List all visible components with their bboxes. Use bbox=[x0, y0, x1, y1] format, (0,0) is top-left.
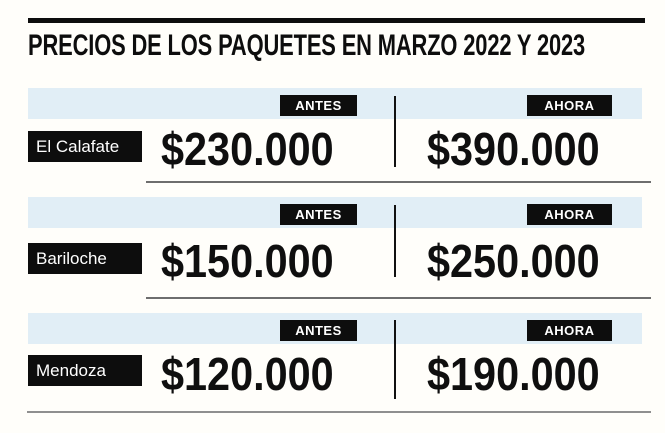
price-ahora: $190.000 bbox=[427, 348, 600, 400]
price-ahora: $390.000 bbox=[427, 123, 600, 175]
destination-label: Mendoza bbox=[28, 355, 142, 386]
bottom-rule bbox=[27, 411, 651, 413]
page-title: PRECIOS DE LOS PAQUETES EN MARZO 2022 Y … bbox=[28, 29, 586, 62]
ahora-badge: AHORA bbox=[527, 320, 612, 341]
antes-badge: ANTES bbox=[280, 204, 357, 225]
price-antes: $150.000 bbox=[161, 235, 334, 287]
column-divider bbox=[394, 96, 396, 167]
ahora-badge: AHORA bbox=[527, 95, 612, 116]
destination-label: El Calafate bbox=[28, 131, 142, 162]
column-divider bbox=[394, 320, 396, 399]
antes-badge: ANTES bbox=[280, 95, 357, 116]
destination-label: Bariloche bbox=[28, 243, 142, 274]
row-underline bbox=[146, 181, 651, 183]
price-antes: $120.000 bbox=[161, 348, 334, 400]
ahora-badge: AHORA bbox=[527, 204, 612, 225]
antes-badge: ANTES bbox=[280, 320, 357, 341]
price-antes: $230.000 bbox=[161, 123, 334, 175]
price-ahora: $250.000 bbox=[427, 235, 600, 287]
top-rule bbox=[28, 18, 645, 23]
row-underline bbox=[146, 297, 651, 299]
column-divider bbox=[394, 205, 396, 277]
